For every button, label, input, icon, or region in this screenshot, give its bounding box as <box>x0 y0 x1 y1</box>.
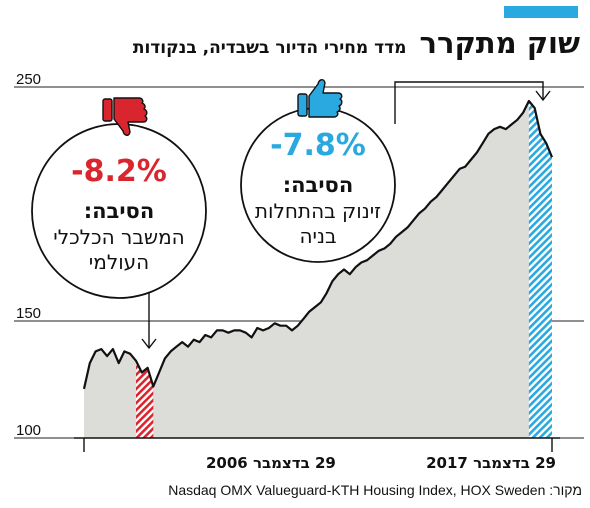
x-start-label: 29 בדצמבר 2006 <box>206 454 336 472</box>
callout-leader <box>394 81 544 124</box>
thumbs-down-icon <box>102 97 148 136</box>
callout-arrowhead <box>535 90 551 102</box>
callout-reason-line: בניה <box>299 224 336 248</box>
y-tick-label: 150 <box>16 305 41 322</box>
callout-reason-line: העולמי <box>89 250 149 274</box>
crisis-drop-band <box>136 360 154 438</box>
area-fill <box>84 101 552 438</box>
accent-bar <box>504 6 578 18</box>
callout-reason-line: המשבר הכלכלי <box>53 225 184 249</box>
chart-title: שוק מתקרר <box>419 26 580 60</box>
callout-reason-label: הסיבה: <box>283 173 354 197</box>
chart-subtitle: מדד מחירי הדיור בשבדיה, בנקודות <box>132 38 407 58</box>
thumbs-up-icon <box>297 79 343 118</box>
recent-drop-band <box>528 101 552 438</box>
callout-value: -8.2% <box>71 154 167 189</box>
housing-price-chart: 100 150 250 29 בדצמבר 2006 29 בדצמבר 2017 -… <box>14 71 584 472</box>
title-row: שוק מתקרר מדד מחירי הדיור בשבדיה, בנקודו… <box>10 26 580 60</box>
y-tick-label: 250 <box>16 71 41 88</box>
x-end-label: 29 בדצמבר 2017 <box>426 454 556 472</box>
callout-reason-label: הסיבה: <box>84 199 155 223</box>
callout-reason-line: זינוק בהתחלות <box>255 199 381 223</box>
source-note: מקור: Nasdaq OMX Valueguard-KTH Housing … <box>168 482 582 498</box>
series-line <box>82 99 554 390</box>
callout-value: -7.8% <box>270 128 366 163</box>
y-tick-label: 100 <box>16 422 41 439</box>
callout-arrowhead <box>141 338 157 350</box>
